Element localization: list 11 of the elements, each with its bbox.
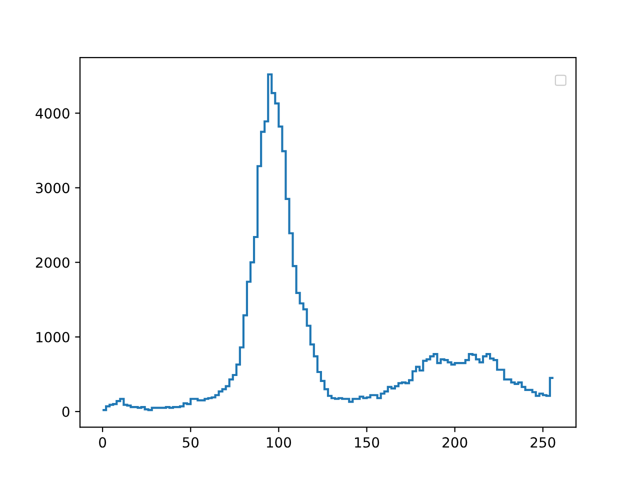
x-tick-label: 200 [442, 437, 468, 448]
y-tick-label: 3000 [36, 182, 70, 194]
x-tick-label: 50 [182, 437, 199, 448]
x-tick-label: 250 [530, 437, 556, 448]
x-tick-label: 0 [99, 437, 106, 448]
y-tick-label: 4000 [36, 108, 70, 119]
x-tick-label: 150 [355, 437, 380, 448]
x-tick-label: 100 [266, 437, 292, 448]
y-tick-label: 1000 [36, 332, 70, 342]
y-tick-label: 0 [62, 406, 70, 418]
y-tick-label: 2000 [36, 257, 70, 268]
